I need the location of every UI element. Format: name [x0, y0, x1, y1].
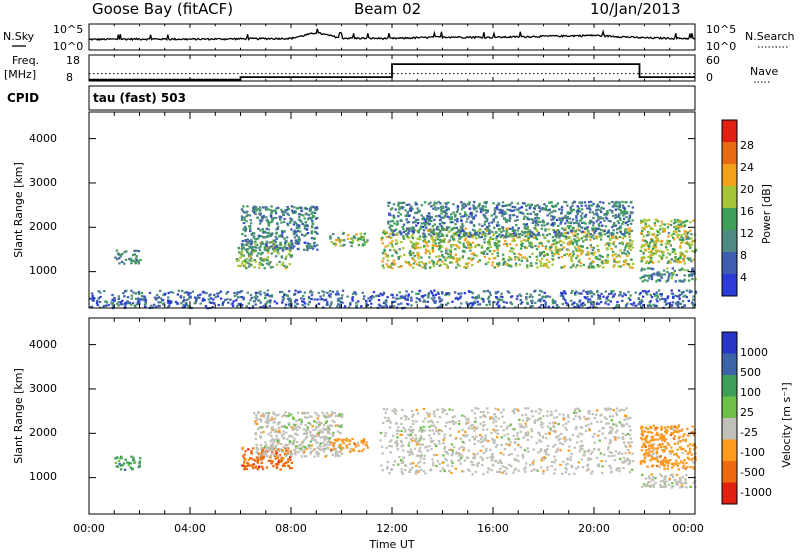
velocity-ytick-1000: 1000 [29, 470, 57, 483]
power-cbar-tick-24: 24 [740, 161, 754, 174]
power-cbar-tick-16: 16 [740, 205, 754, 218]
power-cbar-tick-20: 20 [740, 183, 754, 196]
velocity-ytick-2000: 2000 [29, 426, 57, 439]
nsky-label: N.Sky [3, 30, 35, 43]
power-cbar-tick-12: 12 [740, 227, 754, 240]
velocity-colorbar [721, 331, 738, 505]
time-tick-3: 12:00 [376, 522, 408, 535]
noise-tick-left-top: 10^5 [53, 23, 83, 36]
power-panel-ticks [88, 112, 696, 308]
power-cbar-label: Power [dB] [760, 184, 773, 244]
freq-unit-label: [MHz] [4, 68, 36, 81]
time-tick-0: 00:00 [73, 522, 105, 535]
freq-tick-bottom: 8 [66, 71, 73, 84]
nave-tick-top: 60 [706, 54, 720, 67]
velocity-cbar-tick-1000: 1000 [740, 346, 768, 359]
station-title: Goose Bay (fitACF) [92, 0, 233, 18]
power-ytick-1000: 1000 [29, 264, 57, 277]
freq-panel-ticks [88, 55, 696, 81]
velocity-cbar-tick-500: 500 [740, 366, 761, 379]
power-cbar-tick-28: 28 [740, 139, 754, 152]
noise-panel-ticks [88, 24, 696, 50]
power-ytick-2000: 2000 [29, 220, 57, 233]
nsky-series-line [88, 28, 696, 42]
freq-tick-top: 18 [66, 54, 80, 67]
velocity-cbar-tick-25: 25 [740, 406, 754, 419]
power-heatmap [89, 200, 698, 310]
time-tick-2: 08:00 [275, 522, 307, 535]
time-tick-5: 20:00 [578, 522, 610, 535]
velocity-ylabel: Slant Range [km] [12, 368, 25, 464]
time-tick-6: 00:00 [672, 522, 704, 535]
power-ylabel: Slant Range [km] [12, 162, 25, 258]
time-tick-4: 16:00 [477, 522, 509, 535]
velocity-cbar-tick-minus1000: -1000 [740, 486, 772, 499]
nave-label: Nave [750, 65, 778, 78]
power-colorbar [721, 119, 738, 297]
velocity-ytick-3000: 3000 [29, 382, 57, 395]
cpid-label: CPID [7, 91, 39, 105]
freq-series-line [89, 63, 695, 81]
velocity-cbar-tick-minus100: -100 [740, 446, 765, 459]
freq-label: Freq. [12, 54, 39, 67]
velocity-ytick-4000: 4000 [29, 338, 57, 351]
noise-tick-right-bottom: 10^0 [706, 40, 736, 53]
noise-tick-left-bottom: 10^0 [53, 40, 83, 53]
noise-tick-right-top: 10^5 [706, 23, 736, 36]
cpid-value: tau (fast) 503 [93, 91, 186, 105]
velocity-panel-ticks [88, 318, 696, 514]
time-axis-label: Time UT [368, 538, 414, 551]
velocity-cbar-tick-100: 100 [740, 386, 761, 399]
power-ytick-3000: 3000 [29, 176, 57, 189]
power-cbar-tick-4: 4 [740, 271, 747, 284]
velocity-cbar-label: Velocity [m s⁻¹] [780, 382, 793, 467]
velocity-cbar-tick-minus500: -500 [740, 466, 765, 479]
nsearch-label: N.Search [745, 30, 795, 43]
power-ytick-4000: 4000 [29, 132, 57, 145]
beam-title: Beam 02 [354, 0, 421, 18]
date-title: 10/Jan/2013 [590, 0, 681, 18]
velocity-panel-frame [88, 317, 696, 515]
velocity-heatmap [114, 407, 698, 489]
time-tick-1: 04:00 [174, 522, 206, 535]
velocity-cbar-tick-minus25: -25 [740, 426, 758, 439]
cpid-panel-frame [88, 85, 696, 111]
nave-tick-bottom: 0 [706, 71, 713, 84]
power-cbar-tick-8: 8 [740, 249, 747, 262]
